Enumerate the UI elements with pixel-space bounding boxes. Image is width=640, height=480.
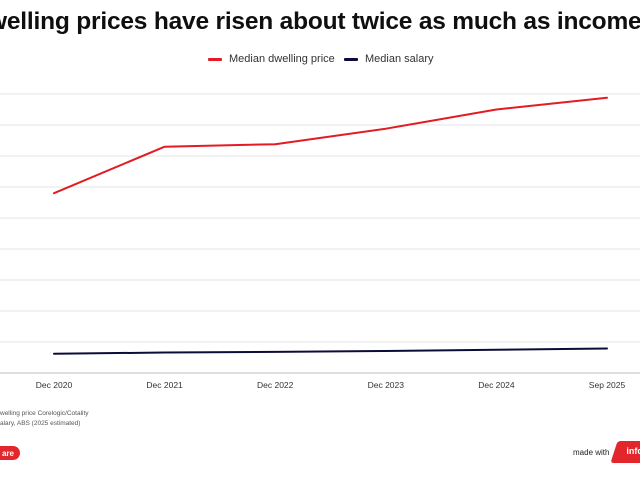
data-point[interactable] bbox=[492, 346, 500, 354]
source-line-salary: alary, ABS (2025 estimated) bbox=[0, 420, 81, 427]
brand-logo[interactable]: info bbox=[610, 441, 640, 463]
data-point[interactable] bbox=[492, 106, 500, 114]
source-note: welling price Corelogic/Cotality alary, … bbox=[0, 409, 89, 429]
data-point[interactable] bbox=[50, 189, 58, 197]
data-point[interactable] bbox=[382, 125, 390, 133]
line-chart: Dec 2020 Dec 2021 Dec 2022 Dec 2023 Dec 2024… bbox=[0, 93, 640, 390]
series-line-dwelling-price[interactable] bbox=[53, 96, 608, 195]
legend-swatch-price bbox=[208, 57, 222, 61]
x-tick-label: Dec 2020 bbox=[36, 380, 73, 390]
gridlines bbox=[0, 93, 640, 374]
data-point[interactable] bbox=[603, 94, 611, 102]
data-point[interactable] bbox=[161, 349, 169, 357]
legend-item-price[interactable]: Median dwelling price bbox=[208, 53, 335, 65]
x-tick-label: Dec 2022 bbox=[257, 380, 294, 390]
series-lines bbox=[50, 94, 611, 358]
x-tick-label: Dec 2024 bbox=[478, 380, 515, 390]
legend-swatch-salary bbox=[344, 57, 358, 61]
brand-text: info bbox=[626, 446, 640, 456]
x-tick-label: Dec 2021 bbox=[146, 380, 183, 390]
data-point[interactable] bbox=[161, 143, 169, 151]
legend-label-price: Median dwelling price bbox=[229, 53, 335, 65]
data-point[interactable] bbox=[603, 345, 611, 353]
source-line-price: welling price Corelogic/Cotality bbox=[0, 410, 89, 417]
legend: Median dwelling price Median salary bbox=[0, 53, 640, 71]
data-point[interactable] bbox=[382, 347, 390, 355]
data-point[interactable] bbox=[271, 140, 279, 148]
series-line-salary[interactable] bbox=[53, 347, 608, 355]
share-button[interactable]: are bbox=[0, 446, 20, 460]
legend-item-salary[interactable]: Median salary bbox=[344, 53, 433, 65]
legend-label-salary: Median salary bbox=[365, 53, 434, 65]
data-point[interactable] bbox=[271, 348, 279, 356]
x-tick-label: Sep 2025 bbox=[589, 380, 626, 390]
x-tick-label: Dec 2023 bbox=[368, 380, 405, 390]
chart-title: welling prices have risen about twice as… bbox=[0, 8, 640, 35]
made-with-label: made with bbox=[573, 448, 610, 457]
data-point[interactable] bbox=[50, 350, 58, 358]
x-axis: Dec 2020 Dec 2021 Dec 2022 Dec 2023 Dec 2024… bbox=[36, 380, 626, 390]
